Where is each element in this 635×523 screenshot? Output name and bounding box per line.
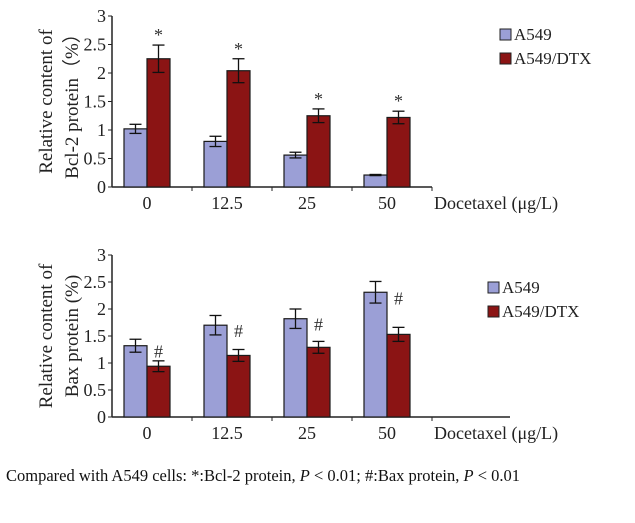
figure: 00.511.522.53*0*12.5*25*50 Docetaxel (μg/… — [36, 6, 591, 444]
legend-label: A549 — [502, 278, 540, 297]
y-tick-label: 0 — [97, 177, 106, 197]
x-tick-label: 12.5 — [211, 193, 243, 213]
y-tick-label: 0.5 — [84, 380, 107, 400]
x-tick-label: 12.5 — [211, 423, 243, 443]
y-tick-label: 1.5 — [84, 326, 107, 346]
y-tick-label: 2 — [97, 63, 106, 83]
bar-a549-dtx — [386, 333, 411, 418]
bar-a549 — [363, 174, 388, 188]
x-tick-label: 25 — [298, 193, 316, 213]
y-tick-label: 3 — [97, 245, 106, 265]
legend-label: A549/DTX — [514, 49, 591, 68]
bar-a549 — [283, 154, 308, 188]
figure-caption: Compared with A549 cells: *:Bcl-2 protei… — [6, 463, 631, 488]
x-axis-title: Docetaxel (μg/L) — [434, 423, 558, 444]
legend-label: A549/DTX — [502, 302, 579, 321]
significance-marker: # — [394, 288, 403, 308]
significance-marker: * — [394, 91, 403, 111]
bar-a549-dtx — [226, 354, 251, 418]
x-tick-label: 0 — [143, 193, 152, 213]
legend-swatch — [499, 52, 512, 65]
y-tick-label: 0.5 — [84, 149, 107, 169]
y-tick-label: 2.5 — [84, 35, 107, 55]
caption-text: < 0.01; #:Bax protein, — [309, 466, 464, 485]
bar-a549 — [203, 140, 228, 188]
y-tick-label: 2 — [97, 299, 106, 319]
bar-a549-dtx — [306, 346, 331, 418]
x-tick-label: 25 — [298, 423, 316, 443]
bar-a549-dtx — [146, 365, 171, 418]
caption-text: Compared with A549 cells: *:Bcl-2 protei… — [6, 466, 300, 485]
y-tick-label: 0 — [97, 407, 106, 427]
bar-a549 — [123, 128, 148, 188]
bar-a549 — [283, 318, 308, 418]
caption-p-symbol: P — [463, 466, 474, 485]
bar-a549 — [123, 345, 148, 418]
significance-marker: # — [234, 321, 243, 341]
y-tick-label: 2.5 — [84, 272, 107, 292]
x-tick-label: 0 — [143, 423, 152, 443]
legend-swatch — [499, 28, 512, 41]
y-axis-title: Bax protein (%) — [62, 275, 83, 397]
caption-p-symbol: P — [299, 466, 310, 485]
bar-a549 — [363, 291, 388, 418]
y-axis-title: Bcl-2 protein（%） — [61, 24, 83, 179]
x-tick-label: 50 — [378, 193, 396, 213]
caption-text: < 0.01 — [473, 466, 521, 485]
significance-marker: * — [154, 25, 163, 45]
significance-marker: * — [234, 39, 243, 59]
y-tick-label: 1 — [97, 120, 106, 140]
bar-a549-dtx — [146, 58, 171, 188]
y-axis-title: Relative content of — [36, 263, 57, 408]
x-tick-label: 50 — [378, 423, 396, 443]
bar-a549-dtx — [226, 70, 251, 188]
bar-a549-dtx — [386, 116, 411, 188]
significance-marker: # — [314, 315, 323, 335]
bar-a549 — [203, 324, 228, 418]
significance-marker: * — [314, 89, 323, 109]
x-axis-title: Docetaxel (μg/L) — [434, 193, 558, 214]
y-axis-title: Relative content of — [36, 29, 57, 174]
bar-a549-dtx — [306, 115, 331, 188]
y-tick-label: 3 — [97, 6, 106, 26]
y-tick-label: 1.5 — [84, 92, 107, 112]
legend-swatch — [487, 305, 500, 318]
legend-label: A549 — [514, 25, 552, 44]
legend-swatch — [487, 281, 500, 294]
y-tick-label: 1 — [97, 353, 106, 373]
significance-marker: # — [154, 342, 163, 362]
